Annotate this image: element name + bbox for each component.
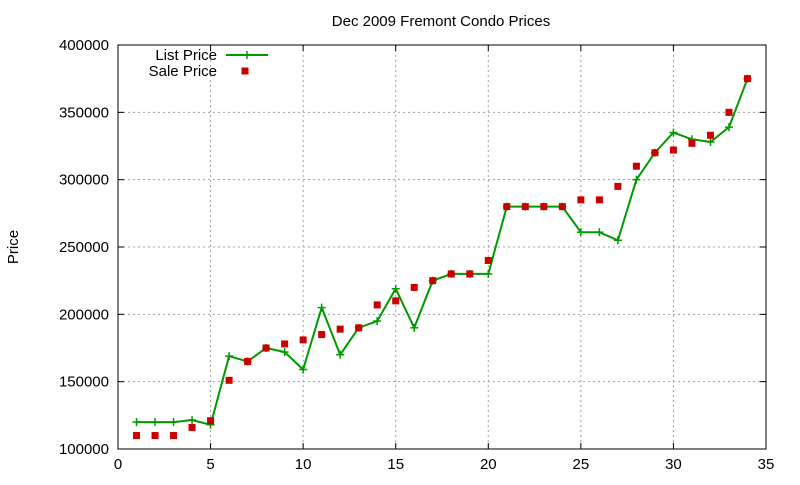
list-price-point	[169, 418, 178, 427]
grid	[118, 45, 766, 449]
list-price-point	[669, 128, 678, 137]
chart-title: Dec 2009 Fremont Condo Prices	[332, 13, 550, 30]
sale-price-point	[706, 131, 714, 139]
sale-price-point	[503, 203, 511, 211]
list-price-point	[132, 418, 141, 427]
list-price-point	[336, 350, 345, 359]
y-tick-label: 150000	[59, 374, 109, 391]
sale-price-point	[669, 146, 677, 154]
sale-price-point	[466, 270, 474, 278]
sale-price-point	[632, 162, 640, 170]
list-price-point	[613, 236, 622, 245]
list-price-point	[299, 365, 308, 374]
list-price-point	[373, 317, 382, 326]
list-price-point	[410, 323, 419, 332]
list-price-point	[595, 228, 604, 237]
x-tick-label: 30	[665, 456, 682, 473]
list-price-point	[576, 228, 585, 237]
sale-price-point	[595, 196, 603, 204]
sale-price-point	[207, 417, 215, 425]
sale-price-point	[651, 149, 659, 157]
sale-price-point	[577, 196, 585, 204]
sale-price-point	[225, 376, 233, 384]
y-tick-label: 350000	[59, 104, 109, 121]
sale-price-point	[521, 203, 529, 211]
y-tick-label: 200000	[59, 306, 109, 323]
x-tick-label: 0	[114, 456, 122, 473]
legend-label-sale-price: Sale Price	[149, 63, 217, 80]
list-price-line	[136, 78, 749, 427]
sale-price-point	[614, 182, 622, 190]
legend-label-list-price: List Price	[155, 47, 217, 64]
x-tick-label: 20	[480, 456, 497, 473]
sale-price-point	[262, 344, 270, 352]
sale-price-point	[244, 357, 252, 365]
sale-price-point	[170, 432, 178, 440]
list-price-point	[724, 123, 733, 132]
sale-price-point	[447, 270, 455, 278]
legend: List Price Sale Price	[149, 47, 268, 80]
sale-price-point	[336, 325, 344, 333]
list-price-point	[317, 303, 326, 312]
sale-price-point	[355, 324, 363, 332]
list-price-point	[391, 284, 400, 293]
sale-price-point	[151, 432, 159, 440]
x-tick-label: 35	[758, 456, 775, 473]
axis-ticks: 100000 150000 200000 250000 300000 350000 4000…	[59, 37, 774, 473]
list-price-point	[632, 175, 641, 184]
sale-price-point	[299, 336, 307, 344]
list-price-point	[706, 137, 715, 146]
list-price-point	[151, 418, 160, 427]
x-tick-label: 25	[573, 456, 590, 473]
sale-price-point	[392, 297, 400, 305]
y-tick-label: 250000	[59, 239, 109, 256]
sale-price-point	[688, 139, 696, 147]
x-tick-label: 5	[206, 456, 214, 473]
list-price-point	[280, 348, 289, 357]
x-tick-label: 15	[387, 456, 404, 473]
y-tick-label: 400000	[59, 37, 109, 54]
plot-frame	[117, 44, 767, 450]
sale-price-point	[410, 283, 418, 291]
sale-price-point	[540, 203, 548, 211]
sale-price-point	[725, 108, 733, 116]
x-tick-label: 10	[295, 456, 312, 473]
sale-price-point	[484, 256, 492, 264]
sale-price-point	[429, 277, 437, 285]
y-axis-label: Price	[5, 230, 22, 264]
sale-price-point	[188, 423, 196, 431]
sale-price-point	[133, 432, 141, 440]
sale-price-point	[281, 340, 289, 348]
sale-price-point	[373, 301, 381, 309]
sale-price-point	[318, 331, 326, 339]
series-layer	[132, 74, 752, 440]
list-price-point	[225, 352, 234, 361]
list-price-point	[484, 269, 493, 278]
sale-price-point	[558, 203, 566, 211]
sale-price-point	[743, 75, 751, 83]
y-tick-label: 300000	[59, 172, 109, 189]
list-price-point	[188, 416, 197, 425]
y-tick-label: 100000	[59, 441, 109, 458]
legend-sample-sale-price-marker	[241, 67, 249, 75]
legend-sample-list-price-marker	[243, 51, 251, 59]
